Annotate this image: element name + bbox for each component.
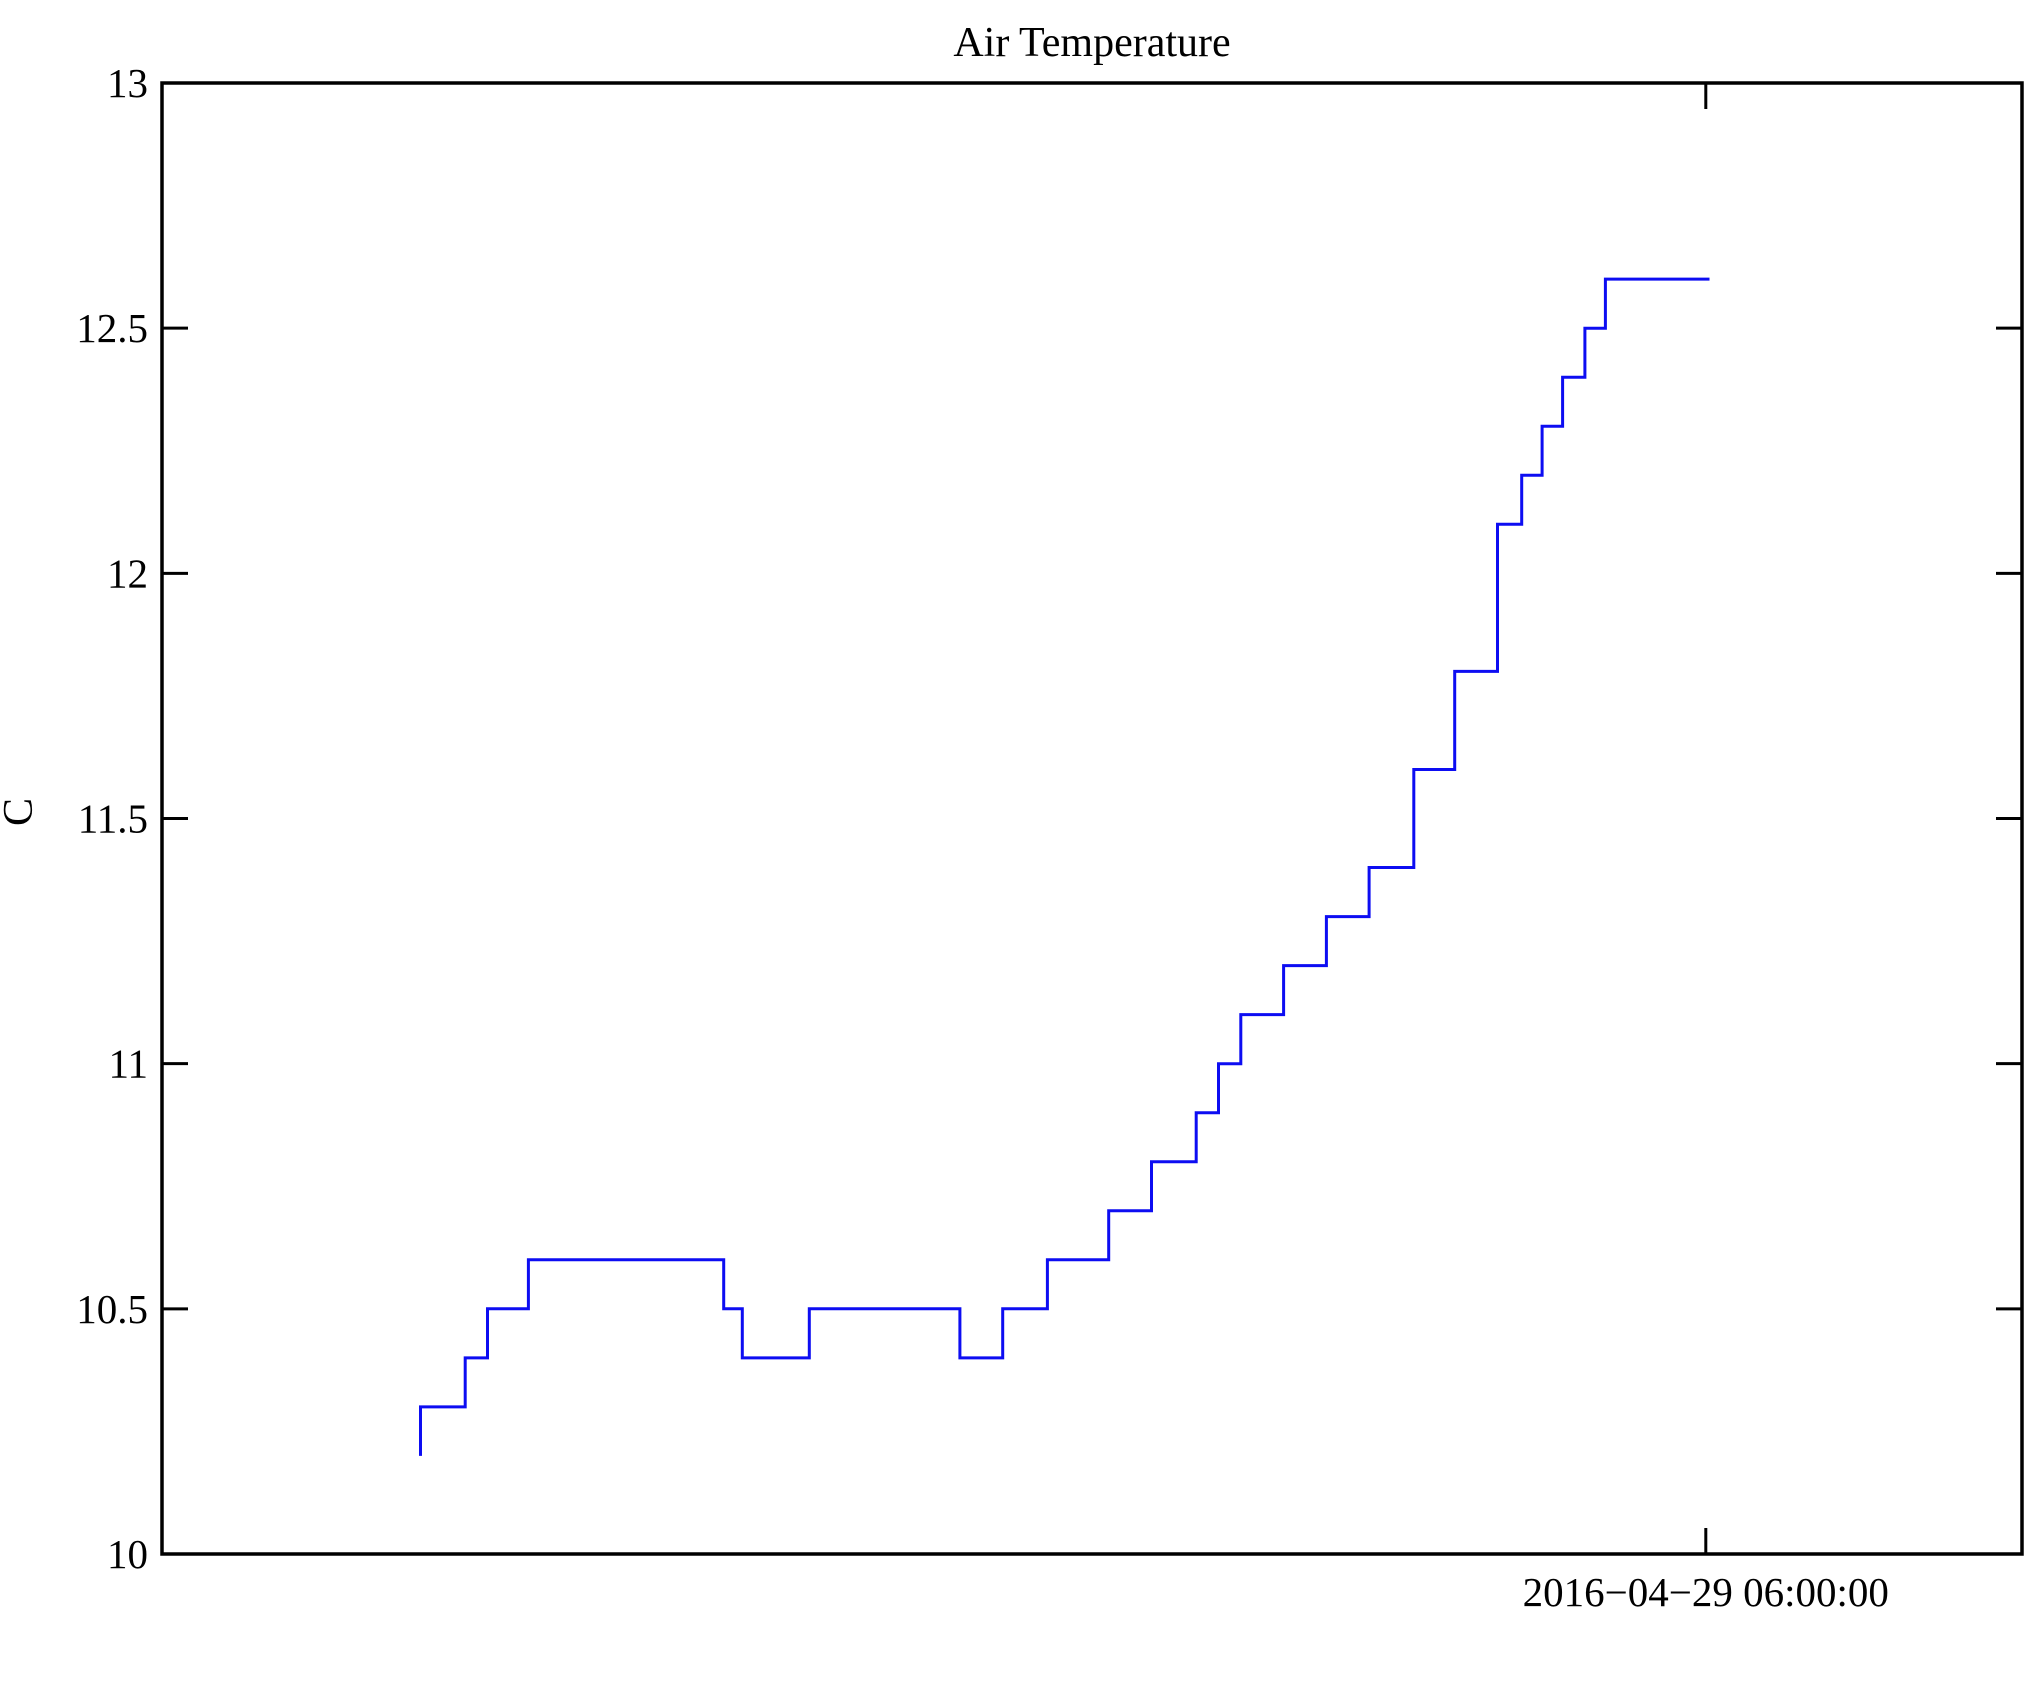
temperature-step-line <box>419 277 1710 1456</box>
chart-title: Air Temperature <box>953 20 1230 66</box>
plot-border <box>160 81 2024 1556</box>
y-axis-tick-label: 10.5 <box>76 1286 148 1332</box>
y-axis-tick-label: 11 <box>109 1041 148 1087</box>
y-axis-tick-label: 12 <box>107 550 148 596</box>
y-axis-label: C <box>0 798 42 826</box>
x-axis-tick-label: 2016−04−29 06:00:00 <box>1523 1569 1889 1615</box>
y-axis-tick-label: 12.5 <box>76 305 148 351</box>
y-axis-tick-label: 13 <box>107 60 148 106</box>
y-axis-tick-labels: 13 12.5 12 11.5 11 10.5 10 <box>76 60 148 1577</box>
y-axis-tick-label: 10 <box>107 1531 148 1577</box>
y-axis-tick-label: 11.5 <box>78 796 148 842</box>
axis-tick-marks <box>162 81 2022 1556</box>
